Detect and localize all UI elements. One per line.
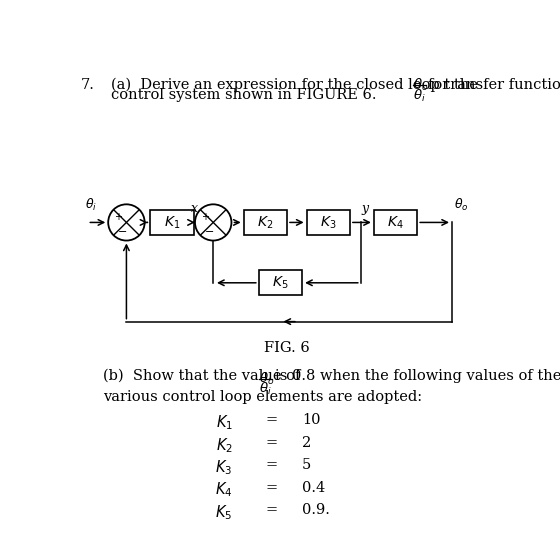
Text: $K_3$: $K_3$ [320, 214, 337, 231]
Text: $K_2$: $K_2$ [257, 214, 273, 231]
Text: $K_5$: $K_5$ [216, 503, 232, 522]
Text: +: + [114, 212, 122, 222]
Text: +: + [201, 212, 209, 222]
Text: $K_3$: $K_3$ [216, 458, 232, 477]
Text: $K_1$: $K_1$ [164, 214, 180, 231]
Text: 5: 5 [302, 458, 311, 472]
Text: $\theta_o$: $\theta_o$ [259, 371, 274, 387]
Text: 10: 10 [302, 413, 321, 427]
Text: =: = [266, 480, 278, 494]
Text: $K_5$: $K_5$ [272, 274, 289, 291]
Text: is 0.8 when the following values of the: is 0.8 when the following values of the [276, 369, 560, 383]
Text: $\theta_o$: $\theta_o$ [413, 77, 428, 93]
Text: $K_1$: $K_1$ [216, 413, 232, 432]
Text: =: = [266, 458, 278, 472]
Text: various control loop elements are adopted:: various control loop elements are adopte… [102, 390, 422, 404]
Text: 7.: 7. [81, 78, 95, 92]
Text: $\theta_i$: $\theta_i$ [413, 87, 426, 104]
Text: x: x [191, 202, 198, 214]
Text: $\theta_o$: $\theta_o$ [454, 197, 469, 213]
Text: −: − [118, 227, 128, 237]
FancyBboxPatch shape [306, 210, 350, 235]
FancyBboxPatch shape [259, 270, 302, 295]
Text: 2: 2 [302, 436, 311, 450]
Text: 0.9.: 0.9. [302, 503, 330, 517]
Text: FIG. 6: FIG. 6 [264, 341, 310, 355]
Text: =: = [266, 503, 278, 517]
Text: $\theta_i$: $\theta_i$ [259, 381, 272, 397]
FancyBboxPatch shape [150, 210, 194, 235]
Text: =: = [266, 436, 278, 450]
Text: =: = [266, 413, 278, 427]
Text: (a)  Derive an expression for the closed loop transfer function: (a) Derive an expression for the closed … [111, 78, 560, 92]
FancyBboxPatch shape [244, 210, 287, 235]
FancyBboxPatch shape [374, 210, 417, 235]
Text: y: y [362, 202, 368, 214]
Text: $\theta_i$: $\theta_i$ [85, 197, 97, 213]
Text: −: − [205, 227, 214, 237]
Text: $K_4$: $K_4$ [387, 214, 404, 231]
Text: $K_4$: $K_4$ [216, 480, 233, 500]
Text: $K_2$: $K_2$ [216, 436, 232, 455]
Text: control system shown in FIGURE 6.: control system shown in FIGURE 6. [111, 88, 377, 102]
Text: 0.4: 0.4 [302, 480, 325, 494]
Text: (b)  Show that the value of: (b) Show that the value of [102, 369, 300, 383]
Text: for the: for the [428, 78, 478, 92]
